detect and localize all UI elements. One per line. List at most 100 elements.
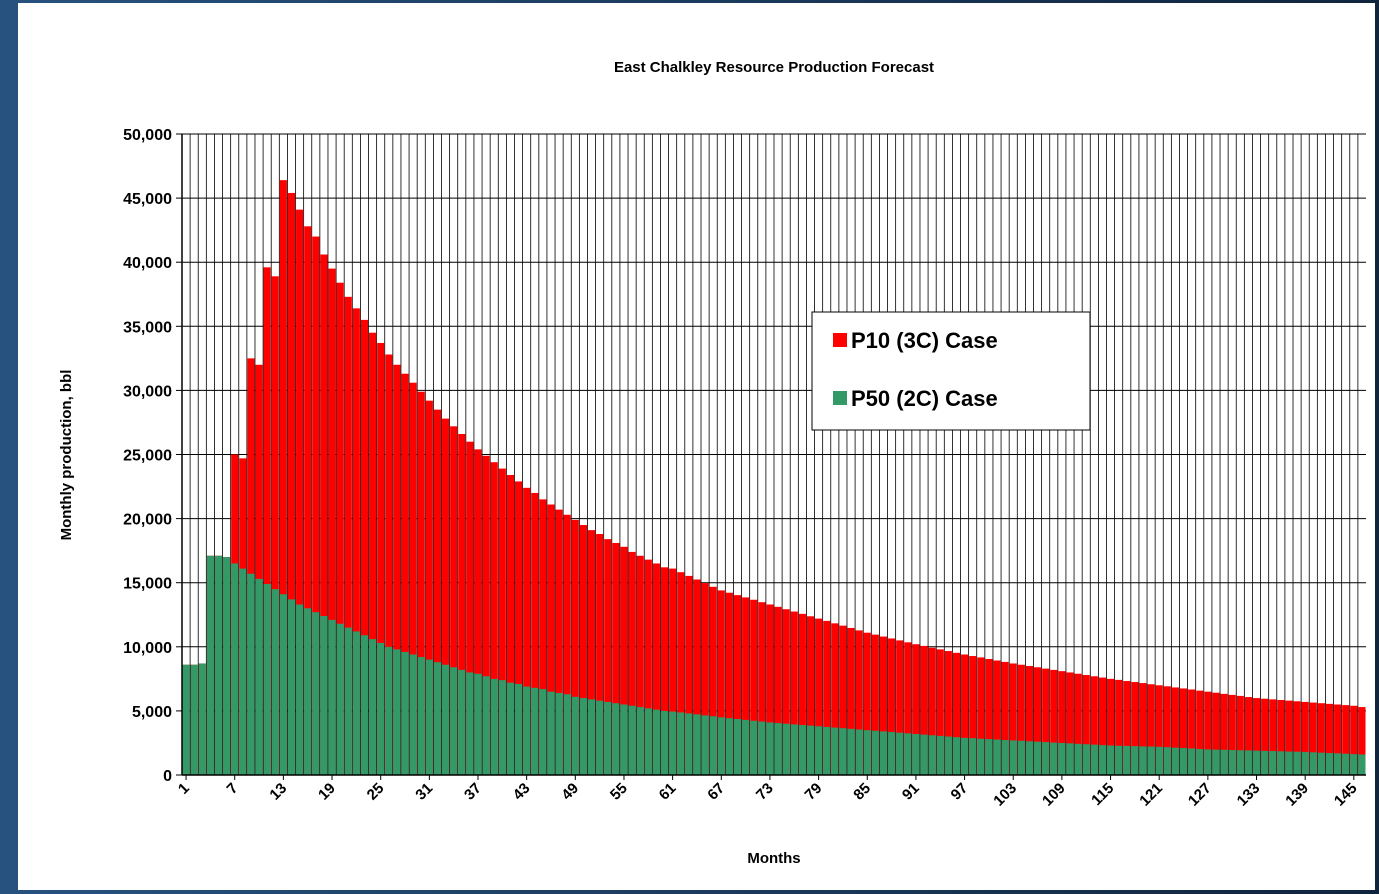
bar — [531, 687, 539, 775]
bar — [442, 664, 450, 775]
bar — [1244, 750, 1252, 775]
bar — [766, 722, 774, 775]
bar — [604, 539, 612, 775]
bar — [506, 682, 514, 775]
bar — [685, 713, 693, 775]
bar — [571, 519, 579, 775]
bar — [458, 669, 466, 775]
bar — [1001, 661, 1009, 775]
bar — [677, 712, 685, 775]
bar — [393, 364, 401, 775]
bar — [977, 657, 985, 775]
bar — [1325, 703, 1334, 775]
bar — [1220, 749, 1228, 775]
bar — [1236, 695, 1244, 775]
y-tick-label: 25,000 — [123, 448, 172, 465]
y-tick-label: 5,000 — [132, 704, 172, 721]
bar — [255, 578, 263, 775]
bar — [1228, 694, 1236, 775]
bar — [620, 704, 628, 775]
bar — [466, 441, 474, 775]
bar — [669, 568, 677, 775]
bar — [214, 555, 223, 775]
bar — [352, 308, 360, 775]
bar — [685, 575, 693, 775]
bar — [742, 597, 750, 775]
bar — [628, 705, 636, 775]
bar — [417, 391, 425, 775]
bar — [660, 567, 669, 775]
bar — [1058, 742, 1066, 775]
legend-swatch — [833, 333, 847, 347]
bar — [1042, 742, 1050, 775]
legend-label: P50 (2C) Case — [851, 386, 998, 411]
bar — [904, 733, 912, 775]
bar — [693, 714, 701, 775]
bar — [279, 594, 287, 775]
bar — [304, 608, 312, 775]
bar — [514, 683, 523, 775]
bar — [636, 707, 644, 775]
bar — [977, 738, 985, 775]
bar — [855, 729, 863, 775]
bar — [612, 703, 620, 775]
bar — [1090, 676, 1098, 775]
bar — [474, 673, 482, 775]
bar — [1171, 747, 1179, 775]
bar — [1017, 740, 1025, 775]
bar — [896, 640, 904, 775]
bar — [523, 487, 531, 775]
y-tick-label: 50,000 — [123, 127, 172, 144]
bar — [644, 708, 652, 775]
y-tick-label: 20,000 — [123, 512, 172, 529]
bar — [774, 606, 782, 775]
bar — [1293, 751, 1301, 775]
y-tick-label: 0 — [163, 768, 172, 785]
bar — [1042, 668, 1050, 775]
bar — [385, 354, 393, 775]
bar — [312, 612, 320, 775]
bar — [1034, 667, 1042, 775]
bar — [360, 319, 369, 775]
bar — [409, 654, 417, 775]
bar — [993, 660, 1001, 775]
bar — [263, 583, 271, 775]
bar — [474, 449, 482, 775]
bar — [531, 492, 539, 775]
bar — [1342, 753, 1350, 775]
bar — [1285, 751, 1293, 775]
bar — [223, 557, 231, 775]
bar — [1325, 753, 1334, 775]
bar — [1066, 743, 1074, 775]
bar — [206, 555, 214, 775]
y-tick-label: 45,000 — [123, 191, 172, 208]
bar — [758, 602, 766, 775]
bar — [523, 686, 531, 775]
bar — [320, 254, 328, 775]
bars — [182, 180, 1366, 776]
bar — [239, 568, 247, 775]
bar — [482, 455, 490, 775]
bar — [1350, 754, 1358, 775]
bar — [287, 192, 296, 776]
bar — [782, 609, 790, 775]
bar — [847, 627, 855, 775]
bar — [514, 481, 523, 775]
bar — [1277, 700, 1285, 775]
bar — [1261, 750, 1269, 775]
y-tick-label: 10,000 — [123, 640, 172, 657]
bar — [952, 737, 961, 775]
bar — [369, 332, 377, 775]
bar — [1123, 745, 1131, 775]
bar — [377, 642, 385, 775]
bar — [912, 644, 920, 775]
bar — [409, 382, 417, 775]
bar — [1277, 751, 1285, 775]
bar — [490, 678, 498, 775]
bar — [782, 723, 790, 775]
bar — [1236, 750, 1244, 775]
bar — [385, 646, 393, 775]
bar — [636, 555, 644, 775]
bar — [677, 572, 685, 775]
bar — [790, 724, 798, 775]
